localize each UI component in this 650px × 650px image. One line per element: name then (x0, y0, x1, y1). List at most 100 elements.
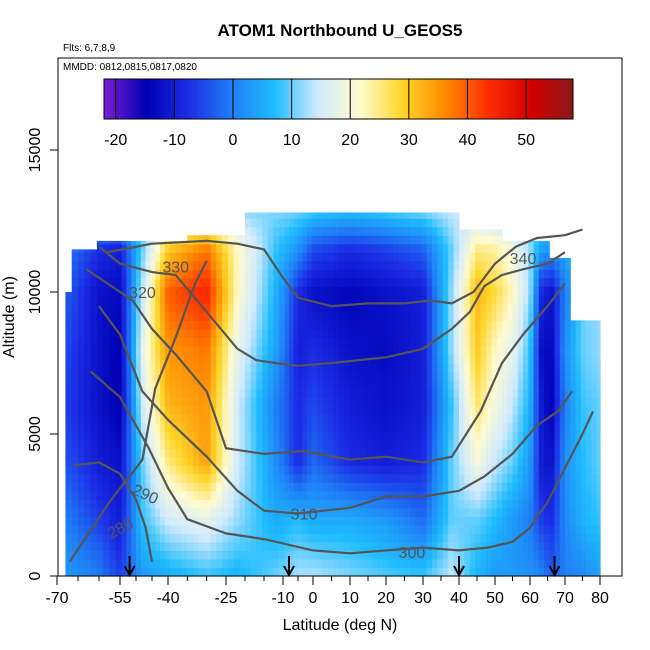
heatmap-cell (360, 405, 367, 415)
colorbar-swatch (241, 79, 246, 119)
heatmap-cell (311, 388, 318, 398)
heatmap-cell (293, 431, 299, 441)
heatmap-cell (512, 533, 519, 543)
heatmap-cell (115, 354, 123, 364)
heatmap-cell (344, 559, 351, 569)
heatmap-cell (586, 524, 592, 534)
heatmap-cell (90, 294, 98, 304)
heatmap-cell (160, 380, 166, 390)
heatmap-cell (496, 243, 503, 253)
heatmap-cell (475, 294, 482, 304)
heatmap-cell (302, 567, 308, 577)
heatmap-cell (570, 516, 577, 526)
heatmap-cell (131, 337, 137, 347)
heatmap-cell (109, 303, 117, 313)
heatmap-cell (78, 533, 85, 543)
colorbar-swatch (209, 79, 213, 119)
heatmap-cell (338, 541, 346, 551)
heatmap-cell (175, 243, 183, 253)
heatmap-cell (210, 346, 217, 356)
heatmap-cell (355, 422, 362, 432)
heatmap-cell (302, 286, 308, 296)
heatmap-cell (115, 277, 123, 287)
heatmap-cell (366, 320, 373, 330)
heatmap-cell (415, 473, 422, 483)
heatmap-cell (393, 277, 400, 287)
heatmap-cell (565, 328, 571, 338)
heatmap-cell (90, 286, 98, 296)
heatmap-cell (333, 405, 340, 415)
heatmap-cell (371, 397, 378, 407)
heatmap-cell (591, 507, 598, 517)
heatmap-cell (181, 260, 188, 270)
heatmap-cell (398, 422, 406, 432)
heatmap-cell (355, 311, 362, 321)
heatmap-cell (327, 456, 334, 466)
heatmap-cell (554, 516, 561, 526)
heatmap-cell (469, 414, 476, 424)
heatmap-cell (84, 269, 92, 279)
heatmap-cell (426, 286, 433, 296)
heatmap-cell (140, 320, 147, 330)
heatmap-cell (204, 328, 212, 338)
heatmap-cell (448, 448, 455, 458)
heatmap-cell (279, 456, 286, 466)
heatmap-cell (250, 431, 257, 441)
heatmap-cell (126, 405, 132, 415)
heatmap-cell (464, 431, 471, 441)
heatmap-cell (250, 414, 257, 424)
heatmap-cell (528, 507, 535, 517)
heatmap-cell (302, 218, 308, 228)
heatmap-cell (136, 354, 142, 364)
heatmap-cell (169, 533, 177, 543)
heatmap-cell (393, 448, 400, 458)
heatmap-cell (393, 235, 400, 245)
heatmap-cell (575, 533, 582, 543)
heatmap-cell (591, 490, 598, 500)
heatmap-cell (140, 550, 147, 560)
heatmap-cell (233, 243, 240, 253)
heatmap-cell (475, 363, 482, 373)
heatmap-cell (262, 550, 269, 560)
heatmap-cell (426, 448, 433, 458)
heatmap-cell (496, 235, 503, 245)
heatmap-cell (298, 235, 304, 245)
heatmap-cell (344, 405, 351, 415)
heatmap-cell (448, 388, 455, 398)
colorbar-swatch (523, 79, 527, 119)
heatmap-cell (549, 448, 556, 458)
heatmap-cell (442, 277, 449, 287)
heatmap-cell (360, 541, 367, 551)
heatmap-cell (333, 533, 340, 543)
heatmap-cell (480, 277, 487, 287)
heatmap-cell (250, 388, 257, 398)
heatmap-cell (426, 252, 433, 262)
heatmap-cell (216, 559, 223, 569)
heatmap-cell (437, 311, 444, 321)
heatmap-cell (136, 541, 142, 551)
heatmap-cell (284, 533, 290, 543)
heatmap-cell (293, 303, 299, 313)
heatmap-cell (256, 473, 263, 483)
heatmap-cell (512, 337, 519, 347)
heatmap-cell (502, 397, 508, 407)
heatmap-cell (279, 252, 286, 262)
heatmap-cell (109, 422, 117, 432)
heatmap-cell (344, 516, 351, 526)
heatmap-cell (204, 294, 212, 304)
heatmap-cell (216, 354, 223, 364)
heatmap-cell (387, 354, 394, 364)
heatmap-cell (307, 431, 313, 441)
heatmap-cell (267, 277, 275, 287)
heatmap-cell (442, 559, 449, 569)
heatmap-cell (415, 277, 422, 287)
heatmap-cell (316, 294, 323, 304)
heatmap-cell (528, 286, 535, 296)
heatmap-cell (344, 294, 351, 304)
heatmap-cell (164, 499, 171, 509)
colorbar-swatch (285, 79, 290, 119)
heatmap-cell (344, 243, 351, 253)
heatmap-cell (586, 320, 592, 330)
heatmap-cell (140, 240, 147, 245)
heatmap-cell (586, 550, 592, 560)
